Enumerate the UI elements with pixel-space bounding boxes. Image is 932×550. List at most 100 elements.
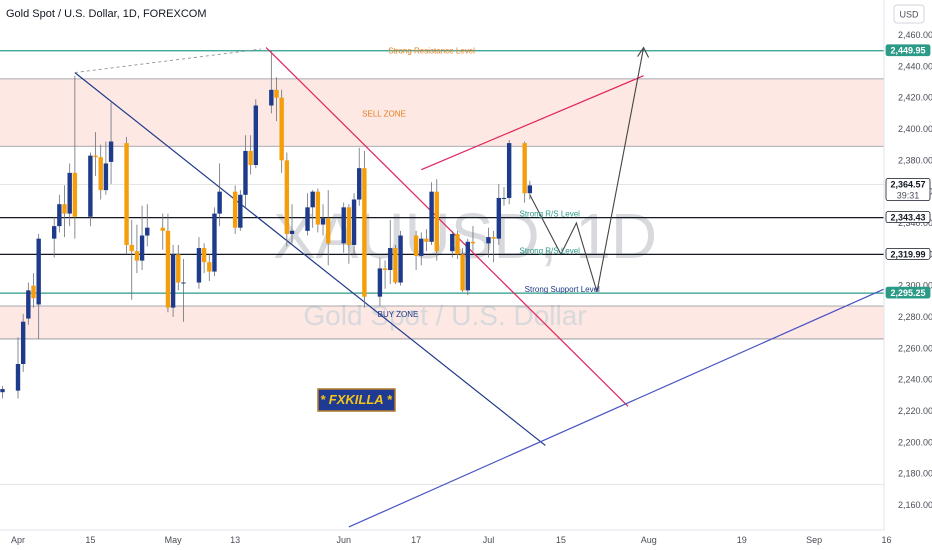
candle-bear <box>455 233 460 255</box>
price-label-box <box>885 178 931 201</box>
fxkilla-badge: * FXKILLA * <box>317 388 396 412</box>
trendline-navy-channel <box>74 72 546 446</box>
time-tick: 15 <box>556 535 566 545</box>
price-label-box <box>885 211 931 224</box>
candle-bull <box>103 163 109 191</box>
candle-bear <box>124 143 129 245</box>
candle-bull <box>398 235 403 283</box>
candle-bull <box>145 227 150 236</box>
price-tick: 2,280.00 <box>898 312 932 322</box>
zones-layer <box>0 78 884 339</box>
time-tick: Jun <box>336 535 351 545</box>
candle-bear <box>362 168 367 297</box>
trendline-dotted-top <box>74 48 262 74</box>
zone-rect <box>0 78 884 147</box>
price-axis-bg <box>884 0 932 550</box>
candle-bear <box>207 262 212 272</box>
candles-layer <box>0 50 533 399</box>
candle-bull <box>253 105 259 166</box>
price-tick: 2,440.00 <box>898 61 932 71</box>
price-tick: 2,260.00 <box>898 343 932 353</box>
projection-path <box>529 47 645 293</box>
candle-bull <box>320 218 326 225</box>
trendline-crimson-lower <box>421 75 644 171</box>
price-tick: 2,220.00 <box>898 406 932 416</box>
projection-arrowhead <box>637 46 650 58</box>
candle-bull <box>217 191 222 214</box>
time-tick: 17 <box>411 535 421 545</box>
price-tick: 2,460.00 <box>898 30 932 40</box>
candle-bull <box>67 172 72 214</box>
candle-bear <box>72 172 78 217</box>
currency-label: USD <box>899 10 919 20</box>
candle-bull <box>357 168 362 200</box>
candle-bull <box>26 290 31 319</box>
time-axis[interactable]: Apr15May13Jun17Jul15Aug19Sep16Oct14 <box>11 535 932 545</box>
candle-bear <box>284 160 290 234</box>
price-label-text: 2,319.99 <box>890 249 925 259</box>
candle-bear <box>424 238 429 242</box>
price-tick: 2,160.00 <box>898 500 932 510</box>
time-tick: Jul <box>483 535 495 545</box>
candle-bear <box>274 89 279 98</box>
price-label-text: 2,295.25 <box>890 288 925 298</box>
candle-bull <box>51 226 57 239</box>
candle-bear <box>93 155 98 158</box>
candle-bull <box>139 235 145 261</box>
price-label-text: 2,449.95 <box>890 46 925 56</box>
candle-bull <box>465 241 470 291</box>
candle-bear <box>201 248 207 263</box>
brand-box <box>317 388 396 412</box>
time-tick: 13 <box>230 535 240 545</box>
candle-bull <box>388 248 393 270</box>
candle-bull <box>196 248 202 283</box>
horizontal-lines-layer <box>0 50 884 485</box>
level-label: Strong Support Level <box>525 285 600 294</box>
candle-bull <box>419 238 424 256</box>
candle-bear <box>160 227 165 231</box>
price-label-box <box>885 286 931 299</box>
candle-bull <box>243 150 248 195</box>
price-tick: 2,420.00 <box>898 93 932 103</box>
watermark: XAUUSD, 1D Gold Spot / U.S. Dollar <box>273 200 657 331</box>
candle-bull <box>289 230 295 234</box>
time-tick: Aug <box>641 535 657 545</box>
candle-bear <box>522 143 527 194</box>
time-axis-bg <box>0 530 932 550</box>
candle-bull <box>496 197 502 239</box>
candle-bull <box>377 268 383 297</box>
price-tick: 2,380.00 <box>898 155 932 165</box>
candle-bull <box>181 282 186 284</box>
level-label: Strong Resistance Level <box>388 47 475 56</box>
time-tick: Apr <box>11 535 25 545</box>
candle-bear <box>393 248 398 283</box>
zone-label: SELL ZONE <box>362 109 406 118</box>
price-tick: 2,200.00 <box>898 437 932 447</box>
price-label-text: 2,364.57 <box>890 180 925 190</box>
candle-bull <box>57 204 62 227</box>
candle-bear <box>176 254 181 283</box>
candle-bull <box>36 238 41 305</box>
candle-bear <box>470 241 476 244</box>
candle-bull <box>269 89 274 106</box>
candle-bear <box>491 237 496 239</box>
level-labels-layer: SELL ZONE BUY ZONE Strong Resistance Level… <box>362 47 600 319</box>
candle-bear <box>98 157 103 191</box>
watermark-name: Gold Spot / U.S. Dollar <box>303 300 586 331</box>
candle-bear <box>460 254 465 291</box>
candle-bull <box>0 389 5 393</box>
candle-bear <box>31 285 36 299</box>
watermark-symbol: XAUUSD, 1D <box>273 200 657 272</box>
candle-bull <box>341 207 346 244</box>
candle-bull <box>305 207 310 231</box>
time-tick: 15 <box>85 535 95 545</box>
zone-label: BUY ZONE <box>378 310 419 319</box>
price-label-box <box>885 247 931 260</box>
candle-bear <box>134 251 140 261</box>
candle-bear <box>382 268 388 270</box>
time-tick: 16 <box>882 535 892 545</box>
currency-button[interactable] <box>893 4 925 24</box>
price-label-text: 2,343.43 <box>890 213 925 223</box>
